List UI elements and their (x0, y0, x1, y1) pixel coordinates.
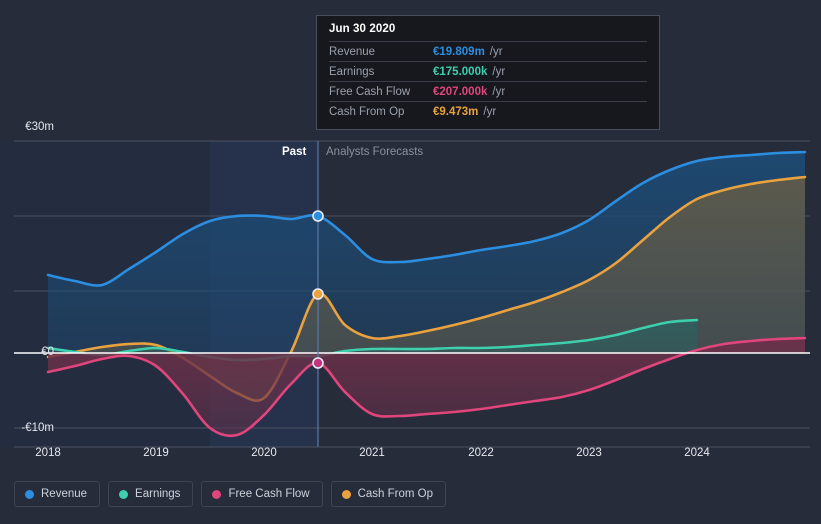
legend-color-dot-icon (25, 489, 34, 499)
y-axis-tick: €30m (25, 121, 54, 133)
legend-item-label: Revenue (41, 488, 88, 500)
tooltip-metric-label: Earnings (329, 65, 375, 78)
tooltip-metric-value: €207.000k (433, 85, 488, 98)
legend-color-dot-icon (119, 489, 129, 499)
legend-item-free-cash-flow[interactable]: Free Cash Flow (201, 481, 323, 507)
legend-item-label: Free Cash Flow (228, 488, 310, 500)
tooltip-metric-value: €19.809m (433, 45, 485, 58)
y-axis-tick: €0 (41, 346, 54, 358)
tooltip-metric-unit: /yr (492, 65, 506, 78)
marker-revenue[interactable] (312, 210, 324, 222)
marker-cash-from-op[interactable] (312, 288, 324, 300)
tooltip-row: Earnings €175.000k/yr (329, 61, 647, 81)
series-earnings (46, 318, 699, 362)
tooltip-row: Revenue €19.809m/yr (329, 41, 647, 61)
analysts-forecasts-label: Analysts Forecasts (326, 146, 424, 158)
legend-item-label: Earnings (135, 488, 181, 500)
x-axis-tick: 2018 (35, 447, 61, 459)
series-free-cash-flow (46, 336, 807, 438)
x-axis-tick: 2019 (143, 447, 169, 459)
tooltip-metric-value: €9.473m (433, 105, 479, 118)
legend-color-dot-icon (212, 489, 222, 499)
tooltip-metric-unit: /yr (492, 85, 506, 98)
legend-item-earnings[interactable]: Earnings (108, 481, 194, 507)
x-axis-tick: 2023 (576, 447, 602, 459)
legend-color-dot-icon (341, 489, 351, 499)
x-axis-tick: 2022 (468, 447, 494, 459)
tooltip-metric-unit: /yr (489, 45, 503, 58)
legend-item-revenue[interactable]: Revenue (14, 481, 101, 507)
past-label: Past (282, 146, 307, 158)
x-axis-tick: 2024 (684, 447, 710, 459)
x-axis-tick: 2021 (359, 447, 385, 459)
tooltip-metric-label: Free Cash Flow (329, 85, 411, 98)
tooltip-date: Jun 30 2020 (329, 23, 396, 35)
y-axis-tick: -€10m (21, 422, 54, 434)
legend-item-cash-from-op[interactable]: Cash From Op (330, 481, 447, 507)
x-axis-tick: 2020 (251, 447, 277, 459)
tooltip-metric-value: €175.000k (433, 65, 488, 78)
tooltip-row: Cash From Op €9.473m/yr (329, 101, 647, 121)
datapoint-tooltip: Jun 30 2020 Revenue €19.809m/yr Earnings €1… (316, 15, 660, 130)
legend-item-label: Cash From Op (357, 488, 434, 500)
marker-free-cash-flow[interactable] (312, 357, 324, 369)
chart-legend: Revenue Earnings Free Cash Flow Cash From O… (14, 481, 447, 507)
tooltip-metric-unit: /yr (483, 105, 497, 118)
tooltip-row: Free Cash Flow €207.000k/yr (329, 81, 647, 101)
tooltip-metric-label: Revenue (329, 45, 376, 58)
tooltip-metric-label: Cash From Op (329, 105, 405, 118)
